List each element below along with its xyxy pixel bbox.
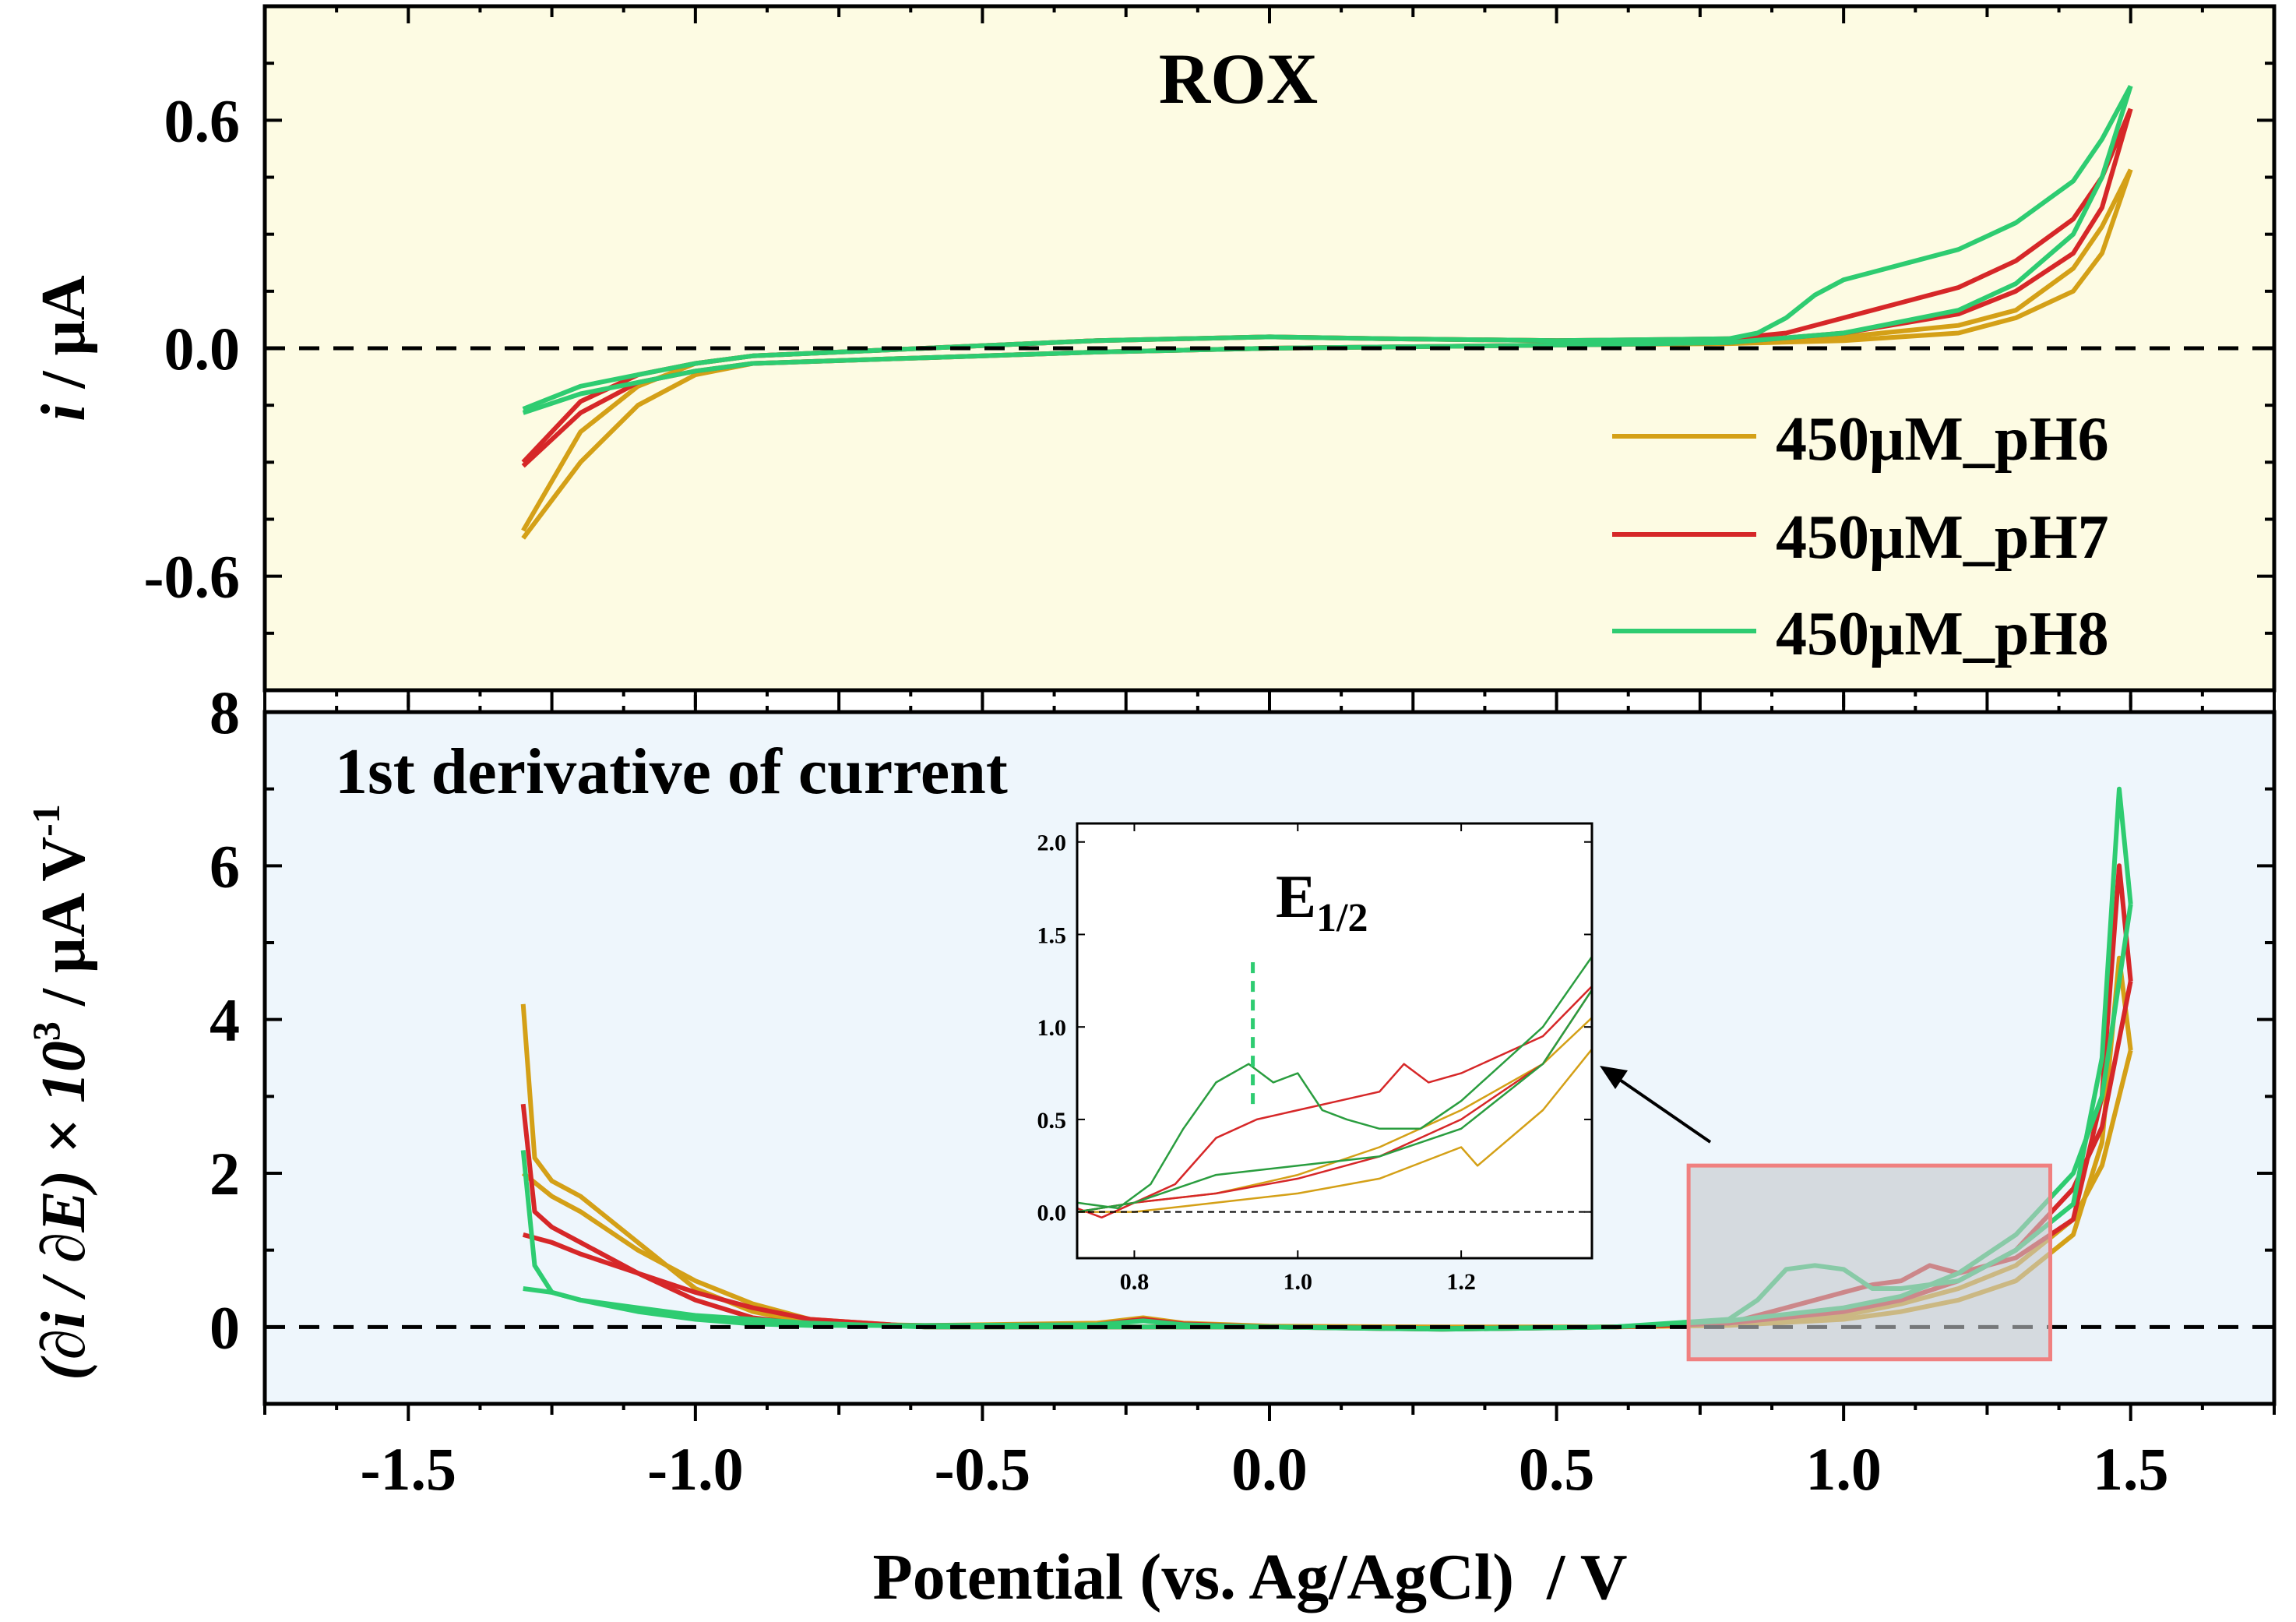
zoom-arrow-head: [1600, 1066, 1628, 1089]
inset-x-ticks: 0.8 1.0 1.2: [1120, 823, 1476, 1295]
x-tick-label: 0.5: [1519, 1435, 1595, 1503]
inset-x-tick-label: 1.0: [1284, 1269, 1313, 1295]
x-ticks: -1.5 -1.0 -0.5 0.0 0.5 1.0 1.5: [263, 6, 2276, 1503]
inset-series-ph8-a: [1076, 956, 1593, 1210]
legend-label-ph6: 450μM_pH6: [1776, 405, 2109, 474]
inset-y-tick-label: 1.0: [1037, 1015, 1067, 1041]
inset-x-tick-label: 0.8: [1120, 1269, 1150, 1295]
inset-y-tick-label: 2.0: [1037, 830, 1067, 856]
x-tick-label: -0.5: [935, 1435, 1030, 1503]
x-axis-label: Potential (vs. Ag/AgCl) / V: [872, 1541, 1627, 1613]
top-panel: -0.6 0.0 0.6 ROX i / μA 450μM_pH6 450μM_pH…: [30, 4, 2277, 693]
inset-curves: [1076, 956, 1593, 1219]
top-y-tick-label: 0.6: [164, 86, 241, 154]
inset-series-ph7-b: [1076, 989, 1593, 1213]
bottom-y-axis-label: (∂i / ∂E) × 103 / μA V-1: [24, 804, 98, 1380]
top-panel-title: ROX: [1159, 39, 1318, 118]
zoom-arrow: [1600, 1066, 1712, 1144]
legend-label-ph7: 450μM_pH7: [1776, 503, 2109, 572]
x-tick-label: 1.5: [2093, 1435, 2169, 1503]
top-series-8-reverse: [522, 84, 2133, 411]
inset-y-tick-label: 0.5: [1037, 1108, 1067, 1134]
inset-frame: [1076, 822, 1593, 1260]
bottom-y-tick-label: 6: [210, 832, 240, 900]
legend-label-ph8: 450μM_pH8: [1776, 600, 2109, 668]
inset-y-ticks: 0.0 0.5 1.0 1.5 2.0: [1037, 830, 1592, 1226]
bottom-y-ticks: 0 2 4 6 8: [210, 679, 2274, 1405]
x-tick-label: 1.0: [1805, 1435, 1882, 1503]
top-y-tick-label: 0.0: [164, 315, 241, 383]
e-half-label: E1/2: [1276, 862, 1368, 940]
inset-series-ph8-b: [1076, 989, 1593, 1213]
bottom-panel-title: 1st derivative of current: [335, 735, 1008, 808]
inset-chart: E1/2 0.0 0.5 1.0 1.5 2.0 0.8 1.0 1.2: [1037, 822, 1593, 1295]
bottom-y-tick-label: 2: [210, 1140, 240, 1208]
inset-series-ph6-a: [1077, 1048, 1593, 1213]
top-y-ticks: -0.6 0.0 0.6: [144, 5, 2274, 692]
inset-background: [1077, 823, 1592, 1258]
legend: 450μM_pH6 450μM_pH7 450μM_pH8: [1612, 405, 2109, 668]
zoom-arrow-shaft: [1614, 1075, 1712, 1144]
inset-x-tick-label: 1.2: [1446, 1269, 1476, 1295]
bottom-y-tick-label: 0: [210, 1293, 240, 1361]
x-tick-label: -1.0: [647, 1435, 743, 1503]
x-tick-label: 0.0: [1231, 1435, 1308, 1503]
top-y-tick-label: -0.6: [144, 543, 240, 611]
bottom-y-tick-label: 8: [210, 679, 240, 746]
x-tick-label: -1.5: [361, 1435, 456, 1503]
inset-y-tick-label: 0.0: [1037, 1201, 1067, 1226]
top-y-axis-label: i / μA: [30, 275, 98, 421]
highlight-region: [1686, 1163, 2053, 1362]
inset-y-tick-label: 1.5: [1037, 922, 1067, 948]
bottom-y-tick-label: 4: [210, 986, 240, 1054]
